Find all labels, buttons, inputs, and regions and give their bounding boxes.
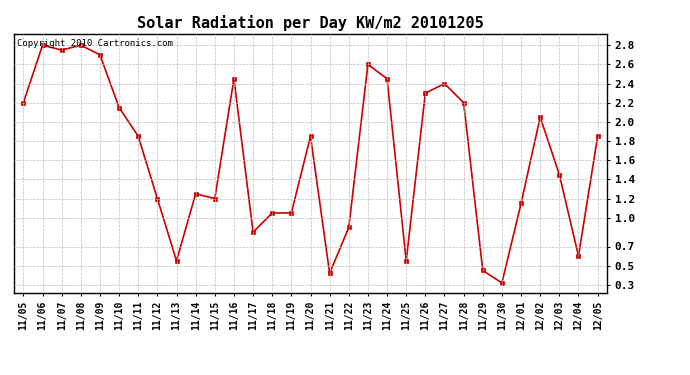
Text: Copyright 2010 Cartronics.com: Copyright 2010 Cartronics.com xyxy=(17,39,172,48)
Title: Solar Radiation per Day KW/m2 20101205: Solar Radiation per Day KW/m2 20101205 xyxy=(137,15,484,31)
